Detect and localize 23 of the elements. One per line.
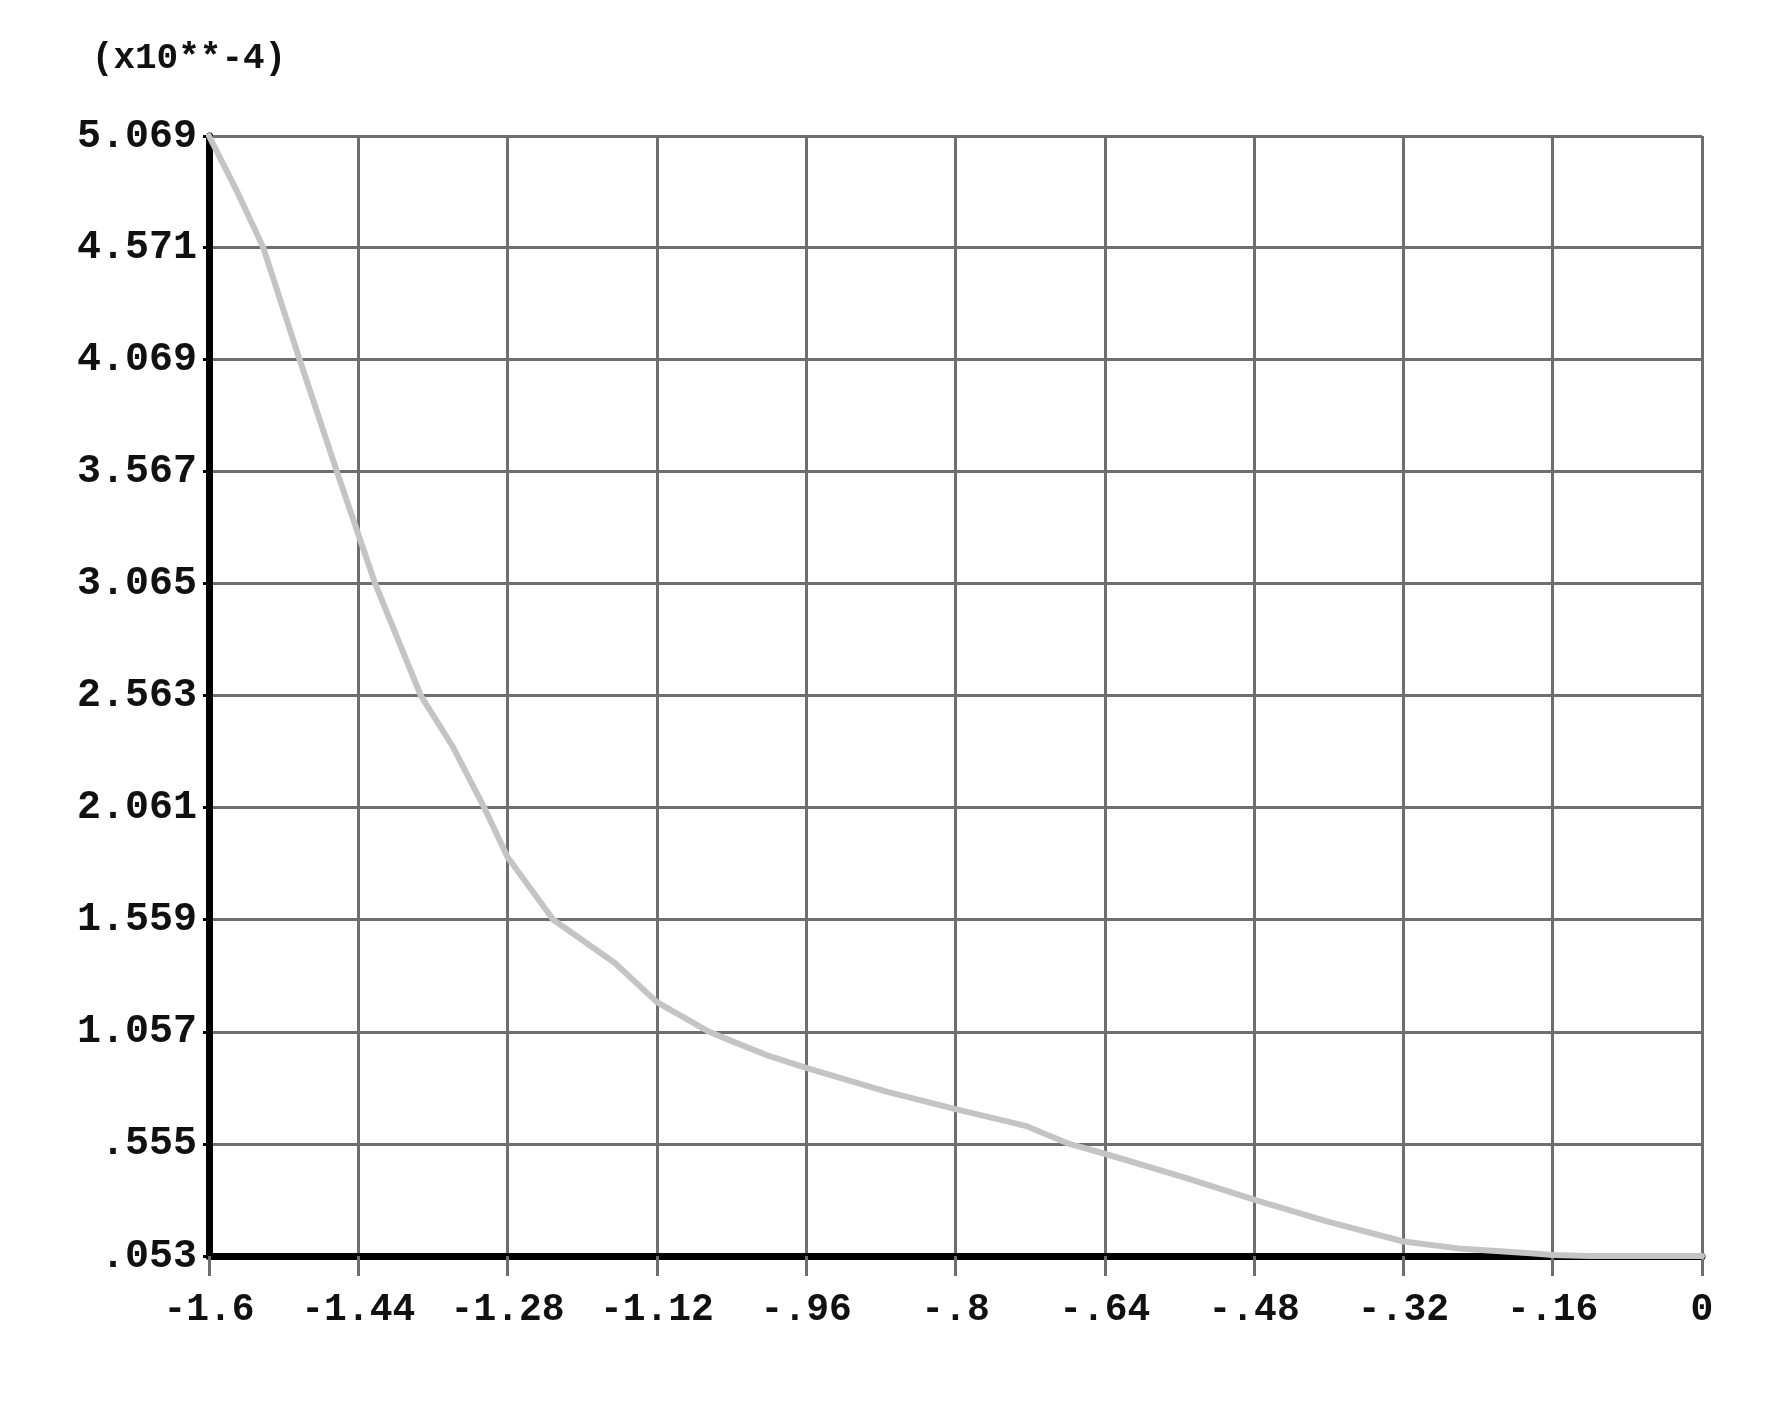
y-tick-label: 5.069 xyxy=(76,113,197,159)
y-tick-label: 3.065 xyxy=(76,560,197,606)
y-tick-label: 3.567 xyxy=(76,448,197,494)
x-tick-label: -.48 xyxy=(1208,1287,1300,1331)
y-tick-label: 1.559 xyxy=(76,897,197,943)
x-tick-label: -.96 xyxy=(760,1287,852,1331)
y-tick-label: 4.571 xyxy=(76,224,197,270)
x-tick-label: -.32 xyxy=(1357,1287,1450,1331)
y-tick-label: .555 xyxy=(100,1121,197,1167)
y-tick-label: 4.069 xyxy=(76,336,197,382)
y-tick-label: 1.057 xyxy=(76,1009,197,1055)
y-tick-label: 2.563 xyxy=(76,673,197,719)
x-tick-label: -.64 xyxy=(1059,1287,1151,1331)
x-tick-label: -1.6 xyxy=(163,1287,255,1331)
x-tick-label: 0 xyxy=(1690,1287,1714,1331)
x-tick-label: -1.44 xyxy=(301,1287,416,1331)
x-tick-label: -.16 xyxy=(1507,1287,1599,1331)
x-tick-label: -1.12 xyxy=(599,1287,714,1331)
x-tick-label: -.8 xyxy=(921,1287,990,1331)
y-axis-title: (x10**-4) xyxy=(91,37,287,79)
y-tick-label: 2.061 xyxy=(76,785,197,831)
x-tick-label: -1.28 xyxy=(450,1287,565,1331)
y-tick-label: .053 xyxy=(100,1233,197,1279)
